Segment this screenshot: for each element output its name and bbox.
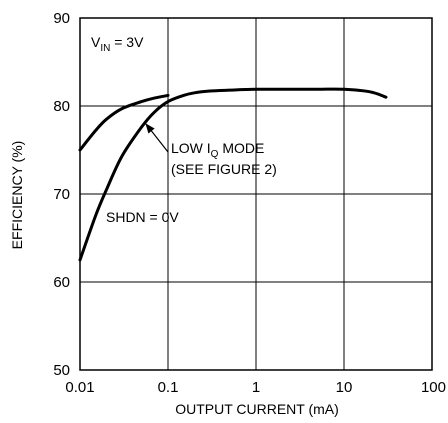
vin-rest: = 3V <box>110 34 144 50</box>
low-iq-sub: Q <box>211 149 219 160</box>
series-line-0 <box>78 93 170 152</box>
grid <box>79 17 433 371</box>
vin-annotation: VIN = 3V <box>91 34 144 54</box>
y-tick-label-2: 70 <box>53 186 70 203</box>
y-tick-label-0: 50 <box>53 362 70 379</box>
plot-frame <box>79 17 433 371</box>
low-iq-annotation-line2: (SEE FIGURE 2) <box>171 161 277 177</box>
y-tick-label-1: 60 <box>53 274 70 291</box>
series-line-1 <box>78 87 388 262</box>
x-tick-label-3: 10 <box>336 379 353 396</box>
low-iq-rest: MODE <box>218 140 264 156</box>
y-axis-label: EFFICIENCY (%) <box>9 141 25 250</box>
x-tick-label-4: 100 <box>421 379 446 396</box>
y-tick-label-4: 90 <box>53 10 70 27</box>
x-tick-label-1: 0.1 <box>158 379 179 396</box>
low-iq-main: LOW I <box>171 140 211 156</box>
x-tick-labels: 0.01 0.1 1 10 100 <box>65 379 446 396</box>
low-iq-annotation-line1: LOW IQ MODE <box>171 140 264 160</box>
x-tick-label-0: 0.01 <box>65 379 94 396</box>
y-tick-label-3: 80 <box>53 98 70 115</box>
x-axis-label: OUTPUT CURRENT (mA) <box>175 401 339 417</box>
vin-sub: IN <box>100 43 110 54</box>
series-layer <box>78 87 388 262</box>
x-tick-label-2: 1 <box>252 379 260 396</box>
low-iq-leader-line <box>145 123 169 153</box>
y-tick-labels: 50 60 70 80 90 <box>53 10 70 379</box>
vin-main: V <box>91 34 101 50</box>
shdn-annotation: SHDN = 0V <box>106 209 179 225</box>
